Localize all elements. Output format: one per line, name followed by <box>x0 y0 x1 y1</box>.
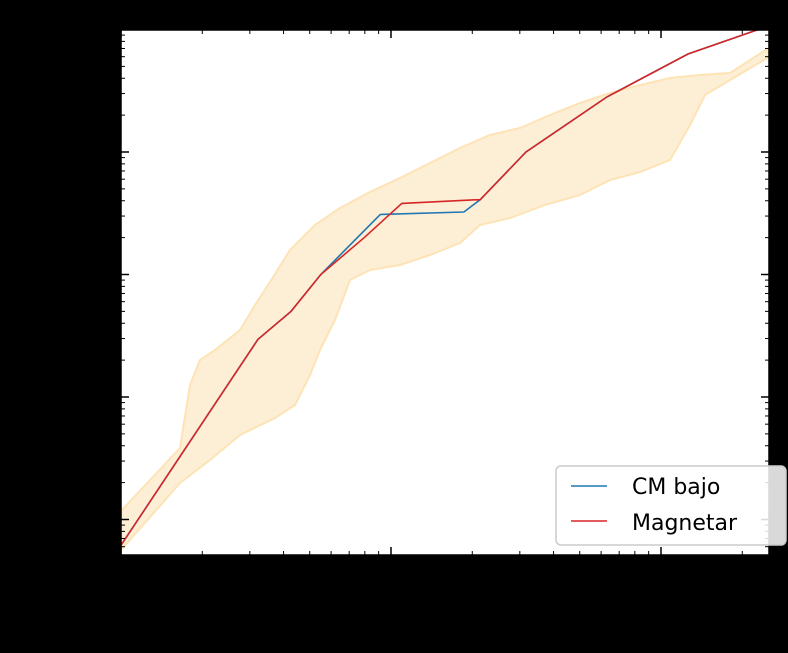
range-band <box>121 46 769 552</box>
legend-label-cm-bajo: CM bajo <box>632 475 720 500</box>
legend-box <box>555 465 787 546</box>
legend-label-magnetar: Magnetar <box>632 511 738 536</box>
series-magnetar-line <box>121 30 760 546</box>
legend: CM bajo Magnetar <box>555 465 787 546</box>
